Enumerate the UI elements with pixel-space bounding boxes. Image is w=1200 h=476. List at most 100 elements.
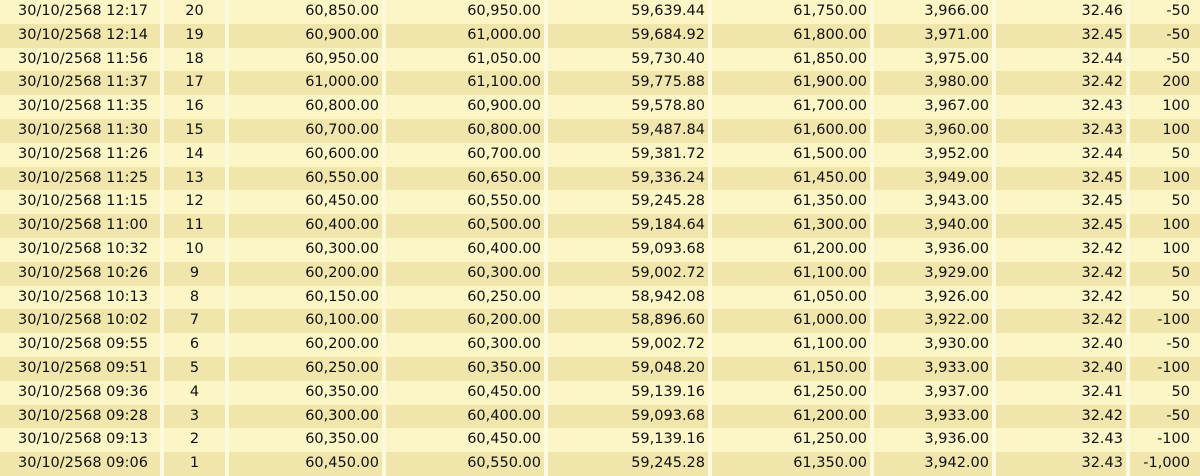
change-cell: -100: [1126, 356, 1200, 381]
table-row[interactable]: 30/10/2568 09:13 2 60,350.00 60,450.00 59,13…: [0, 428, 1200, 453]
value-cell-6: 32.42: [992, 285, 1126, 310]
change-cell: -50: [1126, 0, 1200, 24]
value-cell-6: 32.42: [992, 404, 1126, 429]
value-cell-2: 61,100.00: [382, 71, 544, 96]
table-row[interactable]: 30/10/2568 11:00 11 60,400.00 60,500.00 59,1…: [0, 214, 1200, 238]
value-cell-4: 61,500.00: [708, 142, 870, 167]
value-cell-2: 60,550.00: [382, 452, 544, 476]
sequence-cell: 10: [160, 237, 225, 262]
value-cell-2: 60,300.00: [382, 261, 544, 286]
timestamp-cell: 30/10/2568 12:17: [0, 0, 160, 24]
value-cell-6: 32.43: [992, 452, 1126, 476]
change-cell: 100: [1126, 214, 1200, 238]
table-row[interactable]: 30/10/2568 09:06 1 60,450.00 60,550.00 59,24…: [0, 452, 1200, 476]
table-row[interactable]: 30/10/2568 11:30 15 60,700.00 60,800.00 59,4…: [0, 118, 1200, 143]
value-cell-5: 3,971.00: [870, 23, 992, 48]
value-cell-3: 59,487.84: [544, 118, 708, 143]
value-cell-5: 3,960.00: [870, 118, 992, 143]
table-row[interactable]: 30/10/2568 10:26 9 60,200.00 60,300.00 59,00…: [0, 261, 1200, 286]
sequence-cell: 11: [160, 214, 225, 238]
value-cell-5: 3,940.00: [870, 214, 992, 238]
value-cell-6: 32.45: [992, 190, 1126, 215]
value-cell-3: 59,093.68: [544, 404, 708, 429]
value-cell-1: 60,850.00: [225, 0, 382, 24]
value-cell-1: 60,400.00: [225, 214, 382, 238]
timestamp-cell: 30/10/2568 10:02: [0, 309, 160, 334]
value-cell-4: 61,100.00: [708, 333, 870, 357]
value-cell-6: 32.44: [992, 47, 1126, 72]
value-cell-2: 60,800.00: [382, 118, 544, 143]
sequence-cell: 6: [160, 333, 225, 357]
change-cell: 50: [1126, 190, 1200, 215]
table-row[interactable]: 30/10/2568 11:35 16 60,800.00 60,900.00 59,5…: [0, 95, 1200, 119]
value-cell-2: 60,900.00: [382, 95, 544, 119]
table-row[interactable]: 30/10/2568 09:51 5 60,250.00 60,350.00 59,04…: [0, 356, 1200, 381]
table-row[interactable]: 30/10/2568 12:14 19 60,900.00 61,000.00 59,6…: [0, 23, 1200, 48]
value-cell-2: 60,700.00: [382, 142, 544, 167]
value-cell-3: 58,896.60: [544, 309, 708, 334]
value-cell-1: 60,900.00: [225, 23, 382, 48]
timestamp-cell: 30/10/2568 11:26: [0, 142, 160, 167]
table-row[interactable]: 30/10/2568 09:28 3 60,300.00 60,400.00 59,09…: [0, 404, 1200, 429]
sequence-cell: 9: [160, 261, 225, 286]
timestamp-cell: 30/10/2568 09:06: [0, 452, 160, 476]
table-row[interactable]: 30/10/2568 11:25 13 60,550.00 60,650.00 59,3…: [0, 166, 1200, 191]
value-cell-3: 59,139.16: [544, 380, 708, 405]
timestamp-cell: 30/10/2568 09:51: [0, 356, 160, 381]
value-cell-3: 58,942.08: [544, 285, 708, 310]
value-cell-1: 60,300.00: [225, 237, 382, 262]
value-cell-5: 3,967.00: [870, 95, 992, 119]
value-cell-6: 32.42: [992, 237, 1126, 262]
value-cell-2: 60,450.00: [382, 380, 544, 405]
value-cell-1: 60,100.00: [225, 309, 382, 334]
table-row[interactable]: 30/10/2568 11:15 12 60,450.00 60,550.00 59,2…: [0, 190, 1200, 215]
change-cell: 100: [1126, 166, 1200, 191]
value-cell-1: 60,950.00: [225, 47, 382, 72]
table-row[interactable]: 30/10/2568 11:56 18 60,950.00 61,050.00 59,7…: [0, 47, 1200, 72]
value-cell-3: 59,002.72: [544, 261, 708, 286]
sequence-cell: 12: [160, 190, 225, 215]
value-cell-1: 60,600.00: [225, 142, 382, 167]
value-cell-4: 61,300.00: [708, 214, 870, 238]
value-cell-6: 32.41: [992, 380, 1126, 405]
value-cell-6: 32.40: [992, 333, 1126, 357]
value-cell-1: 60,150.00: [225, 285, 382, 310]
value-cell-5: 3,943.00: [870, 190, 992, 215]
timestamp-cell: 30/10/2568 10:26: [0, 261, 160, 286]
change-cell: -50: [1126, 404, 1200, 429]
timestamp-cell: 30/10/2568 11:56: [0, 47, 160, 72]
sequence-cell: 13: [160, 166, 225, 191]
table-row[interactable]: 30/10/2568 09:55 6 60,200.00 60,300.00 59,00…: [0, 333, 1200, 357]
change-cell: 50: [1126, 380, 1200, 405]
value-cell-5: 3,933.00: [870, 356, 992, 381]
value-cell-5: 3,980.00: [870, 71, 992, 96]
table-row[interactable]: 30/10/2568 10:32 10 60,300.00 60,400.00 59,0…: [0, 237, 1200, 262]
table-row[interactable]: 30/10/2568 09:36 4 60,350.00 60,450.00 59,13…: [0, 380, 1200, 405]
value-cell-6: 32.42: [992, 309, 1126, 334]
table-row[interactable]: 30/10/2568 11:26 14 60,600.00 60,700.00 59,3…: [0, 142, 1200, 167]
value-cell-4: 61,050.00: [708, 285, 870, 310]
value-cell-3: 59,093.68: [544, 237, 708, 262]
timestamp-cell: 30/10/2568 11:15: [0, 190, 160, 215]
sequence-cell: 17: [160, 71, 225, 96]
table-row[interactable]: 30/10/2568 10:13 8 60,150.00 60,250.00 58,94…: [0, 285, 1200, 310]
value-cell-1: 61,000.00: [225, 71, 382, 96]
change-cell: 100: [1126, 237, 1200, 262]
change-cell: -100: [1126, 428, 1200, 453]
value-cell-5: 3,929.00: [870, 261, 992, 286]
table-row[interactable]: 30/10/2568 10:02 7 60,100.00 60,200.00 58,89…: [0, 309, 1200, 334]
value-cell-2: 60,400.00: [382, 404, 544, 429]
table-row[interactable]: 30/10/2568 12:17 20 60,850.00 60,950.00 59,6…: [0, 0, 1200, 24]
table-row[interactable]: 30/10/2568 11:37 17 61,000.00 61,100.00 59,7…: [0, 71, 1200, 96]
sequence-cell: 15: [160, 118, 225, 143]
timestamp-cell: 30/10/2568 11:30: [0, 118, 160, 143]
value-cell-3: 59,184.64: [544, 214, 708, 238]
value-cell-6: 32.45: [992, 214, 1126, 238]
value-cell-4: 61,250.00: [708, 428, 870, 453]
timestamp-cell: 30/10/2568 09:55: [0, 333, 160, 357]
value-cell-4: 61,350.00: [708, 452, 870, 476]
value-cell-2: 60,400.00: [382, 237, 544, 262]
value-cell-5: 3,926.00: [870, 285, 992, 310]
value-cell-3: 59,684.92: [544, 23, 708, 48]
